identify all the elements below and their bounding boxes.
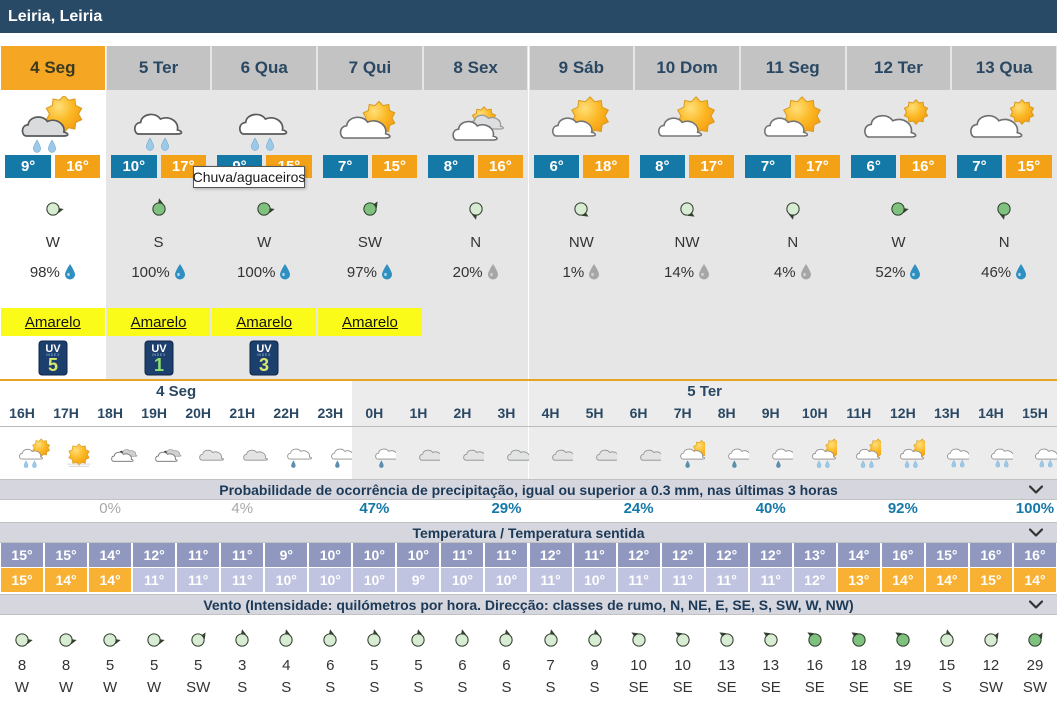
svg-text:3: 3	[259, 355, 269, 375]
svg-text:1: 1	[154, 355, 164, 375]
svg-text:5: 5	[48, 355, 58, 375]
